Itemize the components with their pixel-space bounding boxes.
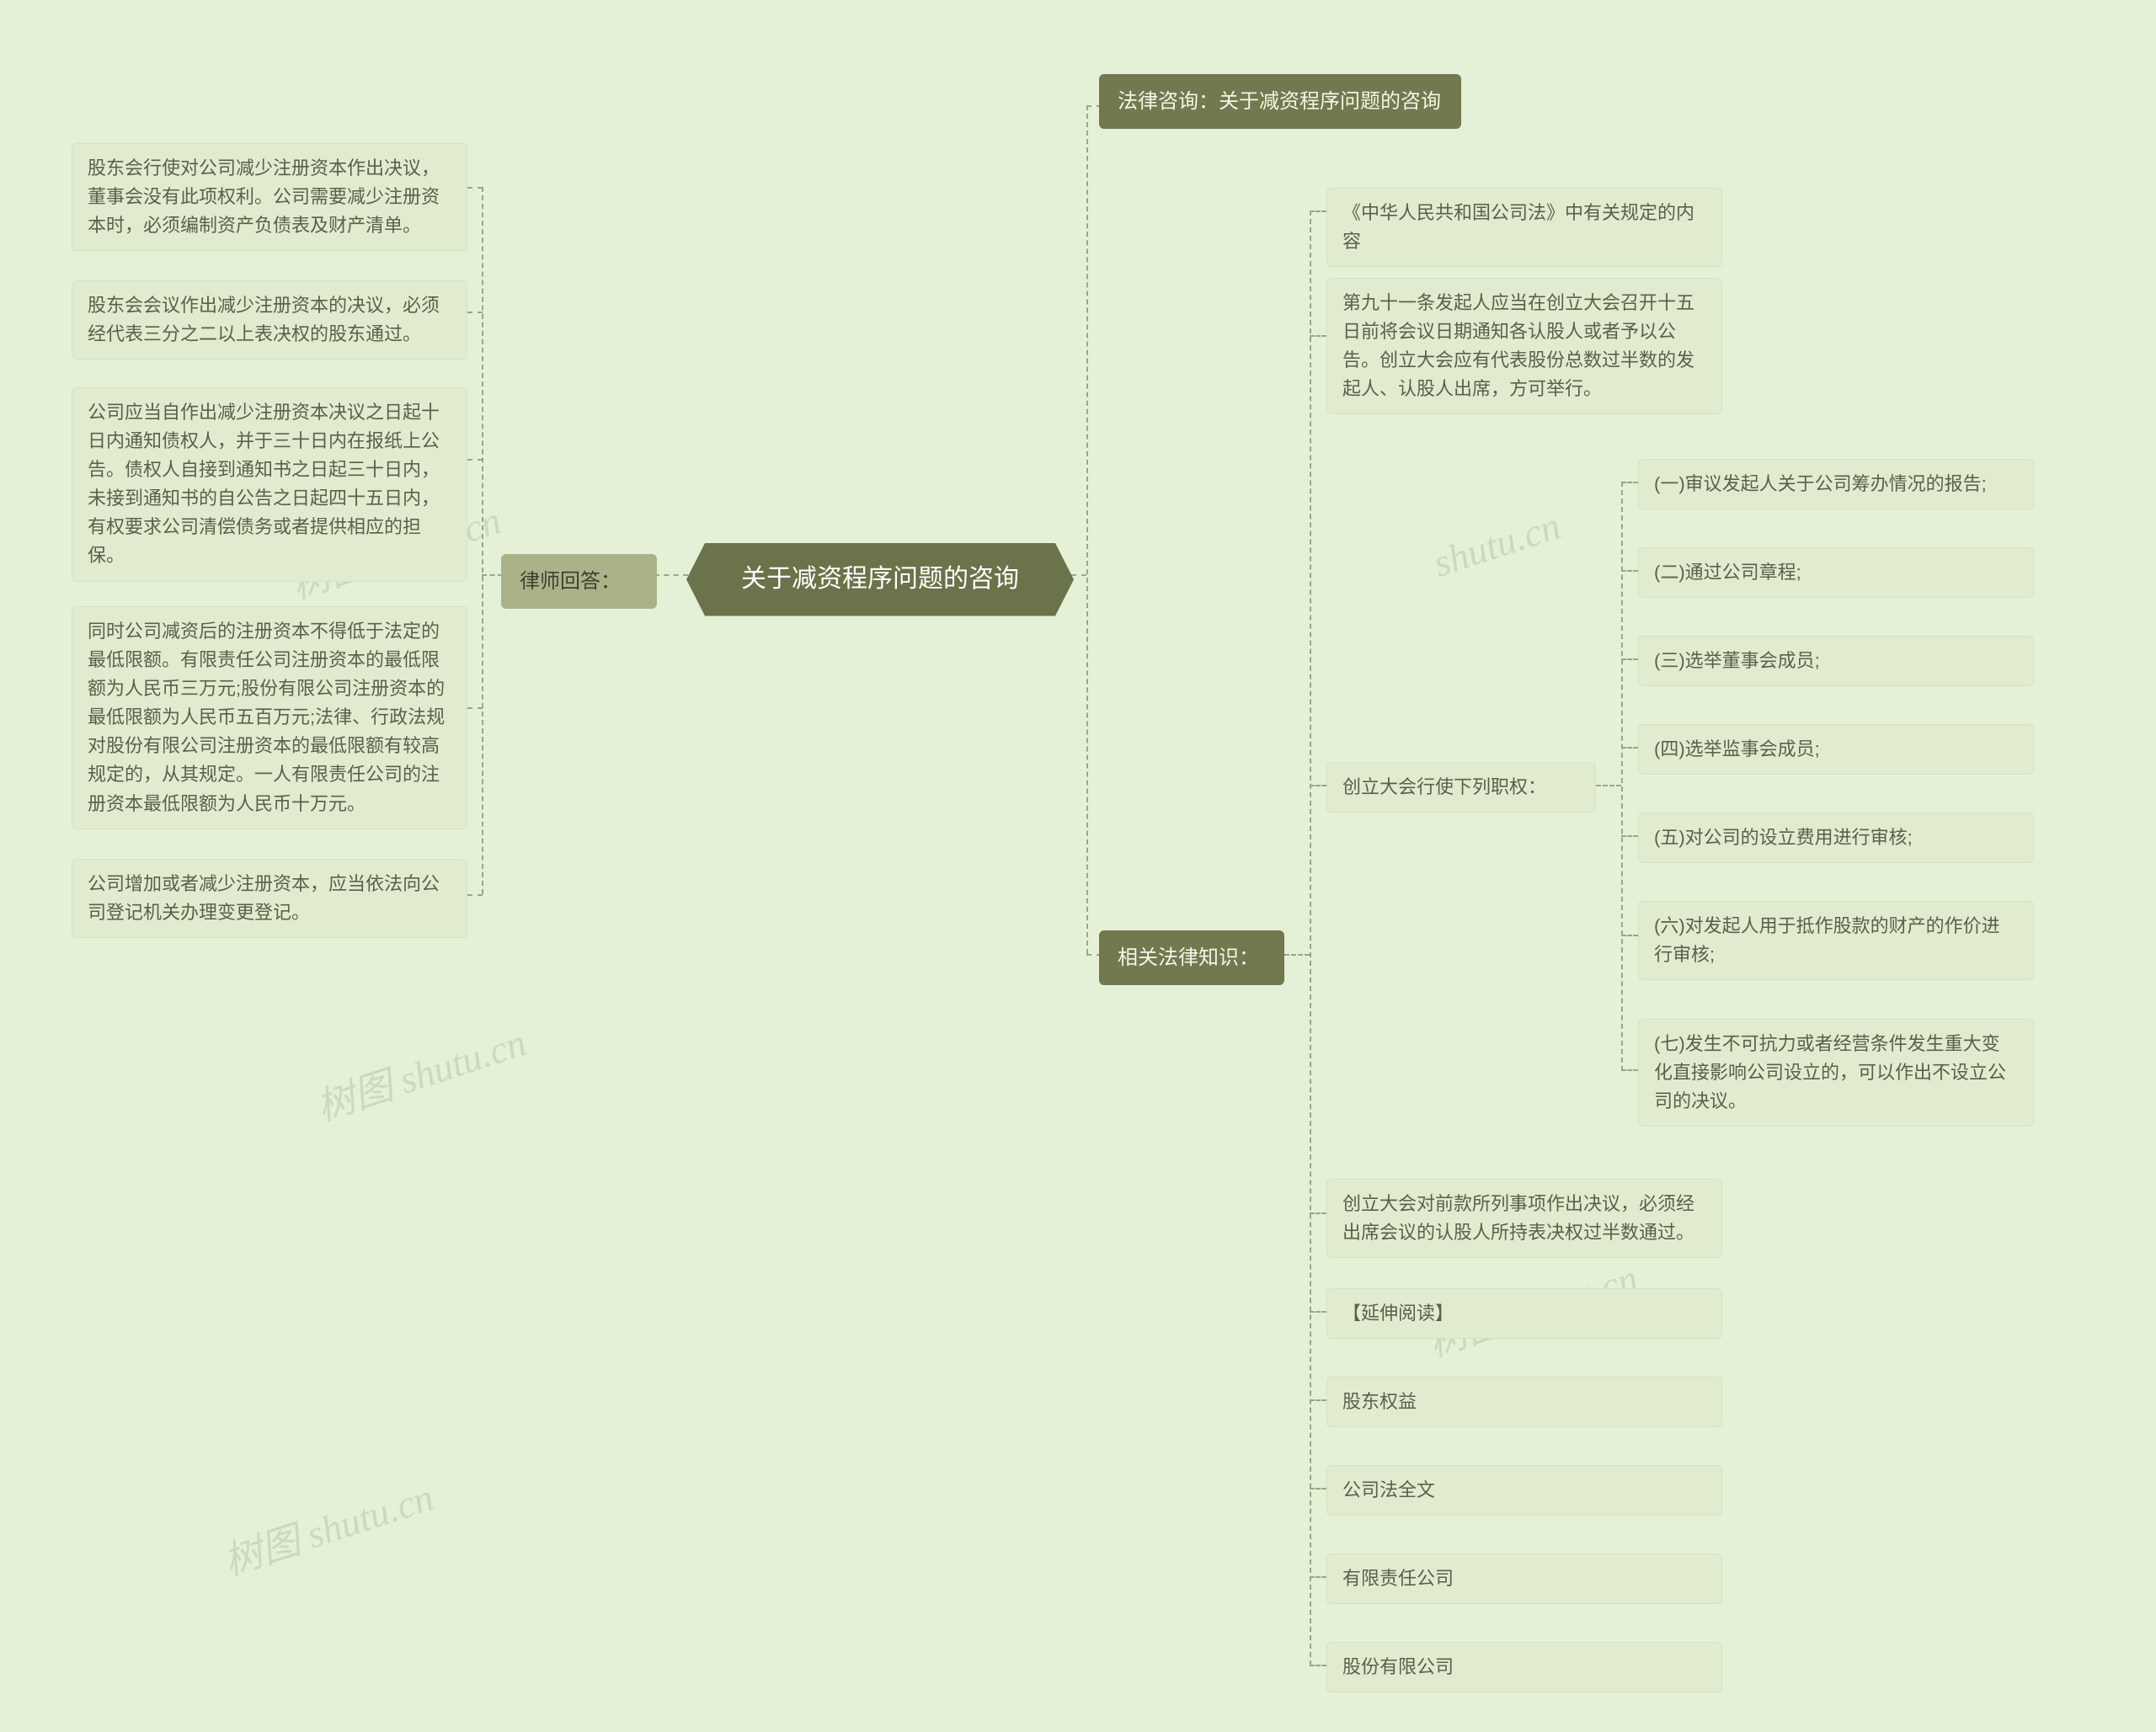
left-item: 公司应当自作出减少注册资本决议之日起十日内通知债权人，并于三十日内在报纸上公告。… [72,387,467,582]
post-item: 【延伸阅读】 [1326,1288,1722,1339]
watermark: shutu.cn [1428,503,1566,585]
connector [1621,747,1638,749]
connector [1310,1311,1326,1313]
connector [1621,658,1638,660]
sub-item: (三)选举董事会成员; [1638,636,2034,686]
connector [1596,785,1621,786]
left-item: 股东会行使对公司减少注册资本作出决议，董事会没有此项权利。公司需要减少注册资本时… [72,143,467,251]
connector [1310,1212,1326,1214]
right-mid-branch: 相关法律知识： [1099,930,1284,985]
connector [1621,935,1638,936]
post-item: 股东权益 [1326,1377,1722,1427]
sub-item: (四)选举监事会成员; [1638,724,2034,775]
connector [1621,835,1638,837]
post-item: 创立大会对前款所列事项作出决议，必须经出席会议的认股人所持表决权过半数通过。 [1326,1179,1722,1258]
connector [1310,1399,1326,1401]
connector [1284,954,1310,956]
connector [467,187,483,189]
left-item: 公司增加或者减少注册资本，应当依法向公司登记机关办理变更登记。 [72,859,467,938]
pre-item: 《中华人民共和国公司法》中有关规定的内容 [1326,188,1722,267]
connector [654,574,688,576]
pre-item: 第九十一条发起人应当在创立大会召开十五日前将会议日期通知各认股人或者予以公告。创… [1326,278,1722,414]
watermark: 树图 shutu.cn [216,1467,440,1587]
left-item: 股东会会议作出减少注册资本的决议，必须经代表三分之二以上表决权的股东通过。 [72,280,467,360]
sub-item: (六)对发起人用于抵作股款的财产的作价进行审核; [1638,901,2034,980]
connector [467,312,483,313]
connector [1310,211,1311,1665]
sub-item: (七)发生不可抗力或者经营条件发生重大变化直接影响公司设立的，可以作出不设立公司… [1638,1019,2034,1127]
connector [1621,482,1638,483]
post-item: 公司法全文 [1326,1465,1722,1516]
connector [1071,574,1086,576]
left-item: 同时公司减资后的注册资本不得低于法定的最低限额。有限责任公司注册资本的最低限额为… [72,606,467,829]
connector [1310,1665,1326,1666]
connector [1310,335,1326,337]
sub-item: (二)通过公司章程; [1638,547,2034,598]
connector [1621,570,1638,572]
center-node: 关于减资程序问题的咨询 [686,543,1074,616]
sub-branch-label: 创立大会行使下列职权： [1326,762,1596,813]
connector [467,459,483,461]
connector [467,707,483,709]
connector [1086,105,1088,954]
right-top-branch: 法律咨询：关于减资程序问题的咨询 [1099,74,1461,129]
post-item: 有限责任公司 [1326,1553,1722,1604]
connector [482,187,483,894]
post-item: 股份有限公司 [1326,1642,1722,1692]
left-branch-label: 律师回答： [501,554,657,609]
sub-item: (五)对公司的设立费用进行审核; [1638,813,2034,863]
connector [1310,211,1326,212]
sub-item: (一)审议发起人关于公司筹办情况的报告; [1638,459,2034,509]
connector [467,894,483,896]
connector [1310,785,1326,786]
connector [1310,1488,1326,1490]
connector [482,574,503,576]
connector [1621,1069,1638,1071]
watermark: 树图 shutu.cn [308,1012,532,1132]
connector [1310,1576,1326,1578]
connector [1621,482,1623,1071]
